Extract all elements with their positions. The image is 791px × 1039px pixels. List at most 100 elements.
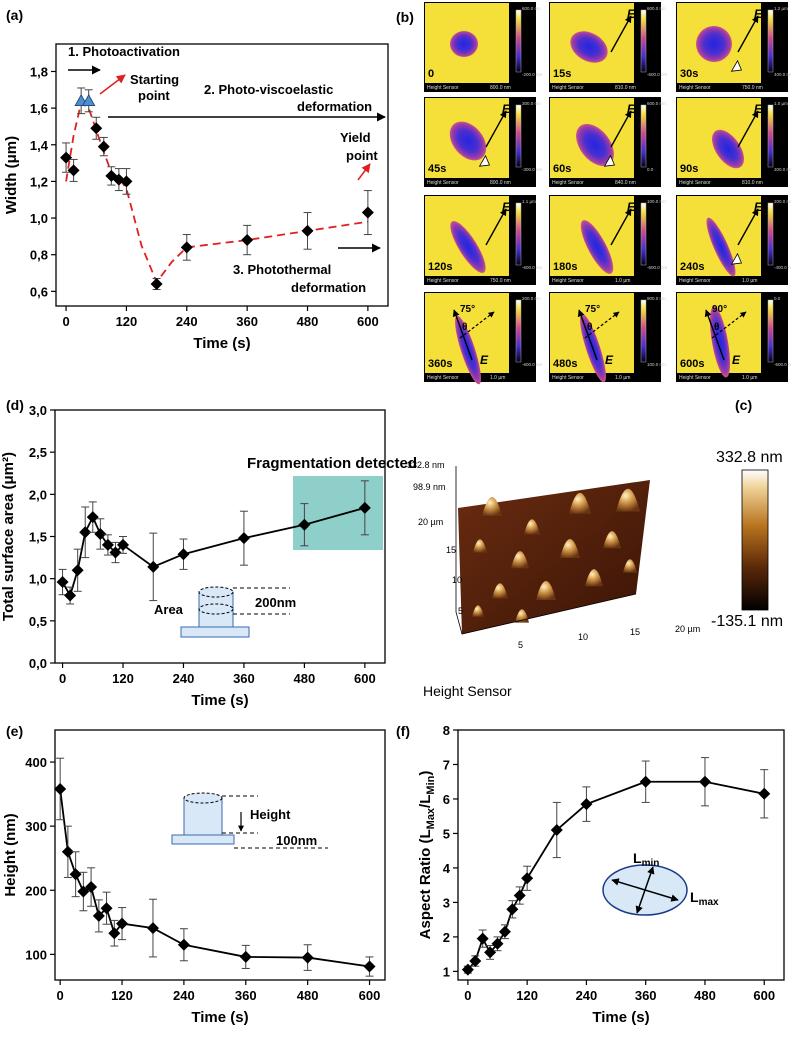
starting-point-arrow bbox=[99, 74, 126, 95]
afm-caption: Height Sensor bbox=[423, 683, 512, 699]
afm-dashed-axis bbox=[584, 311, 620, 339]
afm-scalebar-label: 1.0 µm bbox=[742, 375, 757, 381]
chart-f-point bbox=[758, 787, 771, 800]
afm-time-label: 60s bbox=[553, 163, 571, 175]
surface-peak bbox=[524, 519, 540, 535]
chart-e-xtick-label: 120 bbox=[111, 988, 133, 1003]
chart-d-point bbox=[71, 564, 84, 577]
chart-e-xtick-label: 480 bbox=[297, 988, 319, 1003]
afm-particle bbox=[706, 217, 736, 277]
x-tick-label: 15 bbox=[630, 627, 640, 637]
afm-time-label: 15s bbox=[553, 68, 571, 80]
chart-e-point bbox=[116, 917, 129, 930]
afm-field-label: Height Sensor bbox=[679, 375, 711, 381]
afm-e-field-arrow bbox=[485, 208, 507, 246]
chart-e-ytick-label: 400 bbox=[25, 755, 47, 770]
fragmentation-label: Fragmentation detected bbox=[247, 455, 417, 472]
afm-e-field-arrow bbox=[485, 110, 507, 148]
afm-colorbar bbox=[767, 9, 774, 73]
afm-scale-bottom: -300.0 nm bbox=[522, 167, 543, 172]
yield-label-1: Yield bbox=[340, 130, 371, 145]
chart-a-xtick-label: 240 bbox=[176, 314, 198, 329]
chart-a-xtick-label: 120 bbox=[116, 314, 138, 329]
afm-particle bbox=[712, 129, 744, 169]
chart-f-point bbox=[521, 872, 534, 885]
height-diagram: Height 100nm bbox=[171, 792, 328, 849]
x-tick-label: 5 bbox=[518, 640, 523, 650]
afm-dashed-axis bbox=[459, 311, 495, 339]
afm-tile: 300.0 nm -300.0 nm Height Sensor 800.0 nm 45… bbox=[424, 97, 543, 187]
surface-peak bbox=[585, 569, 603, 587]
afm-colorbar bbox=[640, 299, 647, 363]
surface-peak bbox=[472, 605, 484, 617]
afm-colorbar bbox=[515, 202, 522, 266]
afm-e-label: E bbox=[732, 353, 741, 367]
afm-scale-bottom: -200.0 nm bbox=[522, 72, 543, 77]
chart-a-ytick-label: 1,2 bbox=[30, 174, 48, 189]
chart-d-point bbox=[101, 538, 114, 551]
chart-a-annotations: 1. Photoactivation Starting point 2. Pho… bbox=[68, 44, 386, 295]
afm-e-field-arrow bbox=[737, 110, 759, 148]
chart-d-series-line bbox=[61, 506, 366, 598]
afm-colorbar bbox=[640, 202, 647, 266]
afm-field-label: Height Sensor bbox=[427, 180, 459, 186]
aspect-ellipse-diagram: Lmin Lmax bbox=[602, 850, 719, 916]
afm-scale-bottom: -600.0 nm bbox=[647, 265, 668, 270]
chart-d-xtick-label: 360 bbox=[233, 671, 255, 686]
chart-f-point bbox=[469, 955, 482, 968]
chart-a-ytick-label: 0,8 bbox=[30, 248, 48, 263]
chart-a-width: 1. Photoactivation Starting point 2. Pho… bbox=[3, 43, 389, 352]
chart-d-point bbox=[64, 589, 77, 602]
afm-time-label: 90s bbox=[680, 163, 698, 175]
chart-d-ytick-label: 1,0 bbox=[29, 572, 47, 587]
afm-theta-label: θ bbox=[587, 322, 592, 333]
chart-f-xlabel: Time (s) bbox=[592, 1009, 649, 1026]
chart-d-ytick-label: 2,5 bbox=[29, 445, 47, 460]
afm-scale-top: 100.0 nm bbox=[647, 199, 666, 204]
afm-scalebar-label: 750.0 nm bbox=[742, 85, 763, 91]
chart-f-point bbox=[476, 932, 489, 945]
afm-colorbar bbox=[767, 202, 774, 266]
chart-a-point bbox=[361, 206, 374, 219]
afm-marker-triangle bbox=[730, 252, 743, 265]
chart-a-xtick-label: 360 bbox=[236, 314, 258, 329]
chart-a-ytick-label: 1,6 bbox=[30, 101, 48, 116]
area-label: Area bbox=[154, 602, 184, 617]
chart-a-ytick-label: 1,0 bbox=[30, 211, 48, 226]
afm-theta-label: θ bbox=[462, 322, 467, 333]
colorbar-max-label: 332.8 nm bbox=[716, 449, 783, 466]
afm-angle-label: 75° bbox=[460, 304, 475, 315]
afm-particle bbox=[709, 306, 731, 378]
afm-e-field-arrow bbox=[737, 15, 759, 53]
panel-label-e: (e) bbox=[6, 723, 23, 739]
surface-peak bbox=[511, 551, 529, 569]
fragmentation-highlight bbox=[293, 476, 383, 550]
height-label: Height bbox=[250, 807, 291, 822]
afm-e-label: E bbox=[627, 200, 636, 214]
afm-colorbar bbox=[515, 9, 522, 73]
chart-f-ytick-label: 6 bbox=[443, 792, 450, 807]
afm-e-label: E bbox=[605, 353, 614, 367]
chart-a-point bbox=[90, 122, 103, 135]
afm-scalebar-label: 750.0 nm bbox=[490, 278, 511, 284]
x-tick-label: 10 bbox=[578, 632, 588, 642]
chart-f-xtick-label: 480 bbox=[694, 988, 716, 1003]
afm-time-label: 480s bbox=[553, 358, 577, 370]
chart-d-point bbox=[109, 546, 122, 559]
afm-e-field-arrow bbox=[737, 208, 759, 246]
chart-e-point bbox=[61, 845, 74, 858]
x-tick-label: 20 µm bbox=[675, 624, 700, 634]
chart-f-ytick-label: 8 bbox=[443, 723, 450, 738]
y-top-label: 20 µm bbox=[418, 517, 443, 527]
chart-e-point bbox=[92, 909, 105, 922]
chart-e-ytick-label: 100 bbox=[25, 947, 47, 962]
surface-peak bbox=[616, 488, 640, 512]
chart-a-series-line bbox=[65, 101, 369, 284]
chart-a-axes-frame bbox=[55, 43, 389, 307]
afm-dashed-axis bbox=[711, 311, 747, 339]
afm-marker-triangle bbox=[603, 154, 616, 167]
photothermal-label-2: deformation bbox=[291, 280, 366, 295]
chart-f-axes-frame bbox=[457, 729, 785, 981]
afm-time-label: 180s bbox=[553, 261, 577, 273]
afm-tile: 100.0 nm -600.0 nm Height Sensor 1.0 µm 180s… bbox=[549, 195, 668, 285]
